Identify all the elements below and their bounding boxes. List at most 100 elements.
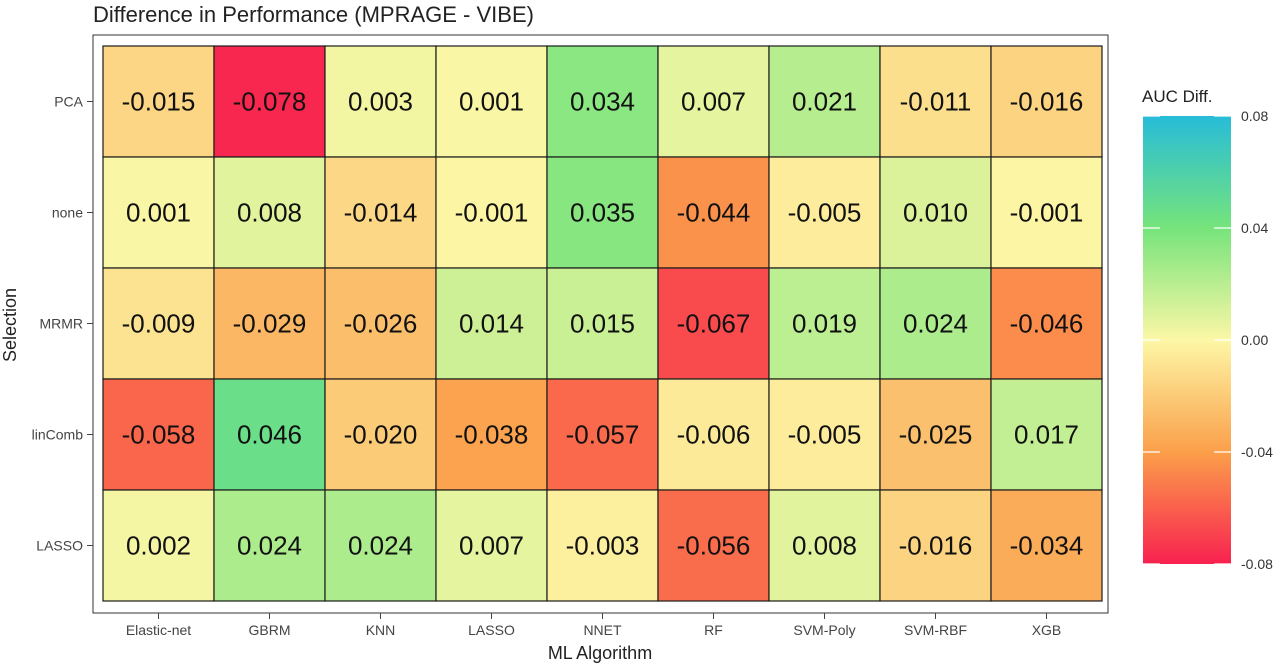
legend-tick-label: -0.04 xyxy=(1241,444,1273,460)
cell-value-label: -0.005 xyxy=(788,420,862,450)
cell-value-label: 0.024 xyxy=(237,531,302,561)
x-tick-label: XGB xyxy=(1032,622,1062,638)
cell-value-label: -0.014 xyxy=(344,198,418,228)
cell-value-label: -0.026 xyxy=(344,309,418,339)
chart-title: Difference in Performance (MPRAGE - VIBE… xyxy=(93,2,534,27)
heatmap-cell xyxy=(213,489,326,602)
cell-value-label: 0.019 xyxy=(792,309,857,339)
cell-value-label: -0.044 xyxy=(677,198,751,228)
legend-tick-label: 0.08 xyxy=(1241,108,1268,124)
cell-value-label: 0.015 xyxy=(570,309,635,339)
heatmap-cell xyxy=(657,489,770,602)
cell-value-label: 0.008 xyxy=(237,198,302,228)
cell-value-label: 0.024 xyxy=(348,531,413,561)
heatmap-cell xyxy=(879,489,992,602)
cell-value-label: -0.058 xyxy=(122,420,196,450)
heatmap-cell xyxy=(546,489,659,602)
cell-value-label: -0.003 xyxy=(566,531,640,561)
cell-value-label: -0.006 xyxy=(677,420,751,450)
heatmap-cell xyxy=(213,267,326,380)
x-tick-label: Elastic-net xyxy=(126,622,191,638)
cell-value-label: 0.008 xyxy=(792,531,857,561)
y-tick-label: none xyxy=(52,205,83,221)
legend-tick-label: -0.08 xyxy=(1241,556,1273,572)
legend-tick-label: 0.00 xyxy=(1241,332,1268,348)
heatmap-cell xyxy=(324,378,437,491)
legend-title: AUC Diff. xyxy=(1142,87,1213,106)
heatmap-cell xyxy=(324,489,437,602)
cell-value-label: -0.016 xyxy=(1010,87,1084,117)
heatmap-cell xyxy=(213,378,326,491)
heatmap-cell xyxy=(990,45,1103,158)
cell-value-label: 0.007 xyxy=(681,87,746,117)
heatmap-cell xyxy=(435,378,548,491)
y-tick-label: linComb xyxy=(32,427,84,443)
y-axis-title: Selection xyxy=(0,288,20,362)
cell-value-label: -0.025 xyxy=(899,420,973,450)
x-tick-label: SVM-RBF xyxy=(904,622,967,638)
cell-value-label: 0.034 xyxy=(570,87,635,117)
cell-value-label: -0.067 xyxy=(677,309,751,339)
cell-value-label: -0.001 xyxy=(1010,198,1084,228)
legend-ticks: 0.08 0.04 0.00 -0.04 -0.08 xyxy=(1143,108,1273,572)
cell-value-label: -0.011 xyxy=(900,87,972,117)
color-legend: AUC Diff. 0.08 0.04 0.00 -0.04 -0.08 xyxy=(1142,87,1273,572)
heatmap-cell xyxy=(768,45,881,158)
x-tick-label: KNN xyxy=(366,622,396,638)
heatmap-cell xyxy=(657,156,770,269)
heatmap-cell xyxy=(546,156,659,269)
heatmap-cell xyxy=(435,489,548,602)
heatmap-cell xyxy=(102,489,215,602)
heatmap-cells: -0.015 -0.078 0.003 0.001 0.034 0.007 0.021 -0.… xyxy=(102,45,1103,602)
cell-value-label: 0.001 xyxy=(459,87,524,117)
cell-value-label: 0.017 xyxy=(1014,420,1079,450)
cell-value-label: 0.003 xyxy=(348,87,413,117)
heatmap-cell xyxy=(546,267,659,380)
cell-value-label: 0.035 xyxy=(570,198,635,228)
cell-value-label: -0.020 xyxy=(344,420,418,450)
heatmap-cell xyxy=(657,45,770,158)
x-tick-label: GBRM xyxy=(249,622,291,638)
x-tick-label: RF xyxy=(704,622,723,638)
heatmap-cell xyxy=(657,267,770,380)
cell-value-label: -0.009 xyxy=(122,309,196,339)
heatmap-cell xyxy=(990,156,1103,269)
cell-value-label: -0.038 xyxy=(455,420,529,450)
heatmap-cell xyxy=(768,156,881,269)
heatmap-cell xyxy=(879,45,992,158)
heatmap-cell xyxy=(102,378,215,491)
heatmap-cell xyxy=(213,45,326,158)
cell-value-label: -0.005 xyxy=(788,198,862,228)
cell-value-label: 0.010 xyxy=(903,198,968,228)
heatmap-cell xyxy=(879,267,992,380)
heatmap-cell xyxy=(768,489,881,602)
cell-value-label: -0.057 xyxy=(566,420,640,450)
cell-value-label: -0.015 xyxy=(122,87,196,117)
cell-value-label: 0.046 xyxy=(237,420,302,450)
cell-value-label: -0.056 xyxy=(677,531,751,561)
y-axis-ticks: PCA none MRMR linComb LASSO xyxy=(32,94,93,554)
x-tick-label: LASSO xyxy=(468,622,515,638)
heatmap-cell xyxy=(879,156,992,269)
heatmap-cell xyxy=(324,267,437,380)
cell-value-label: 0.007 xyxy=(459,531,524,561)
heatmap-cell xyxy=(102,156,215,269)
cell-value-label: 0.001 xyxy=(126,198,191,228)
cell-value-label: -0.046 xyxy=(1010,309,1084,339)
heatmap-cell xyxy=(435,156,548,269)
heatmap-cell xyxy=(879,378,992,491)
cell-value-label: 0.021 xyxy=(792,87,857,117)
cell-value-label: 0.014 xyxy=(459,309,524,339)
y-tick-label: MRMR xyxy=(39,316,83,332)
heatmap-cell xyxy=(324,156,437,269)
cell-value-label: 0.024 xyxy=(903,309,968,339)
heatmap-cell xyxy=(990,378,1103,491)
heatmap-cell xyxy=(435,45,548,158)
cell-value-label: 0.002 xyxy=(126,531,191,561)
x-axis-ticks: Elastic-net GBRM KNN LASSO NNET RF SVM-Poly SVM… xyxy=(126,613,1061,638)
cell-value-label: -0.034 xyxy=(1010,531,1084,561)
heatmap-cell xyxy=(990,267,1103,380)
x-tick-label: SVM-Poly xyxy=(793,622,855,638)
cell-value-label: -0.001 xyxy=(455,198,529,228)
